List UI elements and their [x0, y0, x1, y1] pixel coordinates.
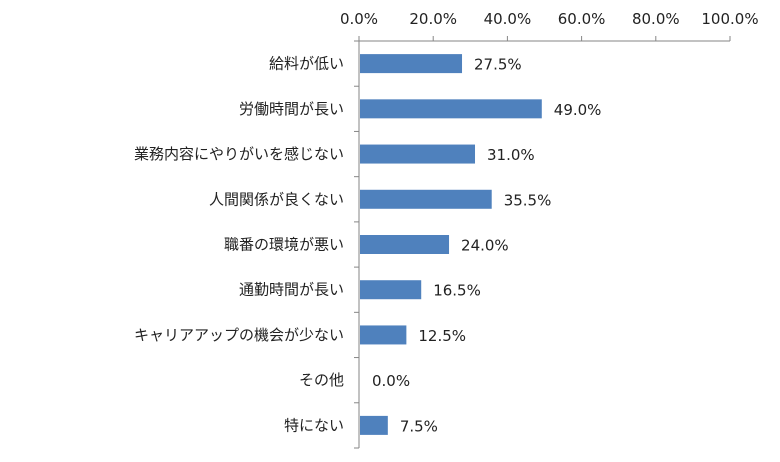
bar — [360, 280, 422, 300]
data-label: 49.0% — [554, 101, 602, 119]
data-label-layer: 27.5% 49.0% 31.0% 35.5% 24.0% 16.5% 12.5% 0.0% 7… — [372, 56, 601, 436]
bar — [360, 325, 407, 345]
data-label: 35.5% — [504, 191, 552, 209]
bar — [360, 99, 542, 119]
tick-label-layer: 0.0% 20.0% 40.0% 60.0% 80.0% 100.0% — [340, 10, 759, 28]
category-label: 特にない — [284, 416, 344, 434]
x-tick-label: 60.0% — [558, 10, 606, 28]
x-tick-label: 20.0% — [409, 10, 457, 28]
axis-layer — [354, 36, 731, 449]
data-label: 16.5% — [433, 282, 481, 300]
category-label: 業務内容にやりがいを感じない — [134, 145, 344, 163]
category-label: 職番の環境が悪い — [224, 236, 344, 254]
category-label: その他 — [299, 371, 344, 389]
data-label: 27.5% — [474, 56, 522, 74]
bar — [360, 189, 492, 209]
bar — [360, 235, 450, 254]
bar — [360, 144, 476, 164]
bar — [360, 54, 463, 74]
category-label: 労働時間が長い — [239, 100, 344, 118]
x-tick-label: 40.0% — [484, 10, 532, 28]
x-tick-label: 0.0% — [340, 10, 378, 28]
data-label: 7.5% — [400, 417, 438, 435]
data-label: 31.0% — [487, 146, 535, 164]
category-label-layer: 給料が低い労働時間が長い業務内容にやりがいを感じない人間関係が良くない職番の環境… — [134, 55, 344, 435]
bar — [360, 415, 388, 435]
category-label: 人間関係が良くない — [209, 190, 344, 208]
x-tick-label: 80.0% — [632, 10, 680, 28]
x-tick-label: 100.0% — [701, 10, 758, 28]
data-label: 12.5% — [418, 327, 466, 345]
category-label: キャリアアップの機会が少ない — [134, 326, 344, 344]
bar-layer — [360, 54, 542, 435]
category-label: 通勤時間が長い — [239, 281, 344, 299]
data-label: 0.0% — [372, 372, 410, 390]
category-label: 給料が低い — [269, 55, 344, 73]
data-label: 24.0% — [461, 237, 509, 255]
